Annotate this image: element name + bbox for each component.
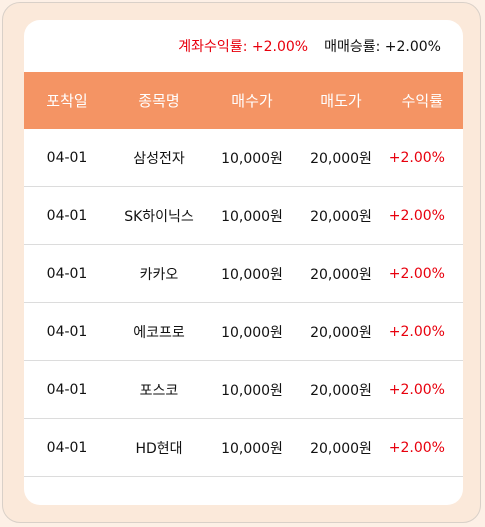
cell-buy: 10,000원	[208, 361, 296, 418]
table-row: 04-01 카카오 10,000원 20,000원 +2.00%	[24, 245, 463, 303]
account-return-label: 계좌수익률	[178, 39, 242, 55]
column-header-name: 종목명	[110, 72, 208, 129]
cell-name: 삼성전자	[110, 129, 208, 186]
table-row: 04-01 삼성전자 10,000원 20,000원 +2.00%	[24, 129, 463, 187]
cell-sell: 20,000원	[296, 303, 386, 360]
win-rate-label: 매매승률	[324, 39, 376, 55]
cell-date: 04-01	[24, 361, 110, 418]
results-card: 계좌수익률: +2.00% 매매승률: +2.00% 포착일 종목명 매수가 매도…	[24, 20, 463, 505]
cell-sell: 20,000원	[296, 361, 386, 418]
cell-date: 04-01	[24, 419, 110, 476]
cell-date: 04-01	[24, 303, 110, 360]
cell-date: 04-01	[24, 129, 110, 186]
cell-date: 04-01	[24, 187, 110, 244]
cell-date: 04-01	[24, 245, 110, 302]
cell-buy: 10,000원	[208, 245, 296, 302]
win-rate: 매매승률: +2.00%	[324, 39, 441, 55]
cell-buy: 10,000원	[208, 187, 296, 244]
table-row: 04-01 에코프로 10,000원 20,000원 +2.00%	[24, 303, 463, 361]
cell-name: 에코프로	[110, 303, 208, 360]
cell-sell: 20,000원	[296, 129, 386, 186]
account-return: 계좌수익률: +2.00%	[178, 39, 308, 55]
cell-name: 포스코	[110, 361, 208, 418]
cell-buy: 10,000원	[208, 303, 296, 360]
cell-profit: +2.00%	[386, 187, 463, 244]
column-header-sell: 매도가	[296, 72, 386, 129]
cell-profit: +2.00%	[386, 245, 463, 302]
table-row: 04-01 HD현대 10,000원 20,000원 +2.00%	[24, 419, 463, 477]
column-header-profit: 수익률	[386, 72, 463, 129]
table-header: 포착일 종목명 매수가 매도가 수익률	[24, 72, 463, 129]
cell-profit: +2.00%	[386, 303, 463, 360]
column-header-buy: 매수가	[208, 72, 296, 129]
account-return-value: +2.00%	[252, 39, 308, 55]
cell-profit: +2.00%	[386, 129, 463, 186]
cell-profit: +2.00%	[386, 361, 463, 418]
cell-name: HD현대	[110, 419, 208, 476]
cell-name: SK하이닉스	[110, 187, 208, 244]
cell-sell: 20,000원	[296, 187, 386, 244]
cell-profit: +2.00%	[386, 419, 463, 476]
cell-name: 카카오	[110, 245, 208, 302]
cell-sell: 20,000원	[296, 419, 386, 476]
summary-bar: 계좌수익률: +2.00% 매매승률: +2.00%	[178, 36, 441, 58]
cell-sell: 20,000원	[296, 245, 386, 302]
table-row: 04-01 포스코 10,000원 20,000원 +2.00%	[24, 361, 463, 419]
cell-buy: 10,000원	[208, 129, 296, 186]
win-rate-value: +2.00%	[385, 39, 441, 55]
column-header-date: 포착일	[24, 72, 110, 129]
table-row: 04-01 SK하이닉스 10,000원 20,000원 +2.00%	[24, 187, 463, 245]
cell-buy: 10,000원	[208, 419, 296, 476]
